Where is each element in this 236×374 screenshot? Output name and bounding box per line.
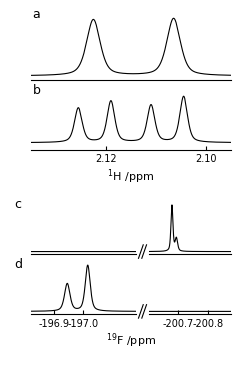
- Text: d: d: [14, 258, 22, 271]
- X-axis label: $^{1}$H /ppm: $^{1}$H /ppm: [107, 167, 155, 186]
- Text: c: c: [14, 198, 21, 211]
- Text: a: a: [33, 8, 40, 21]
- Text: $^{19}$F /ppm: $^{19}$F /ppm: [106, 331, 156, 350]
- Text: b: b: [33, 84, 41, 97]
